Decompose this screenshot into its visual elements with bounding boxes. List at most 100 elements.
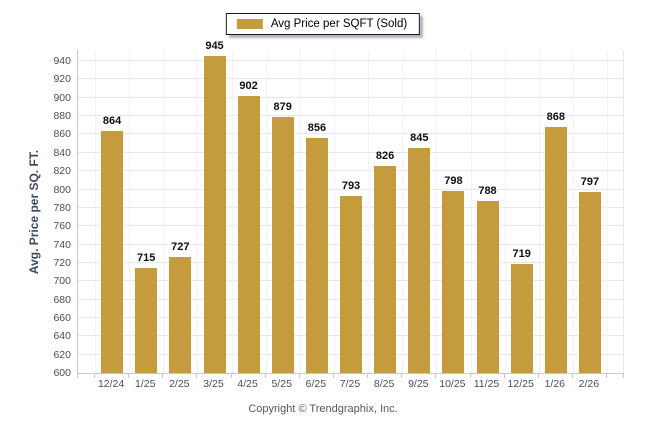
bar-value-label: 719 [512,247,531,260]
bar-value-label: 902 [239,79,258,92]
gridline-vertical [265,50,267,373]
bar-value-label: 856 [307,122,327,135]
y-tick-label: 700 [53,275,71,288]
bar [101,130,124,373]
x-axis-tick [469,374,471,378]
bar-value-label: 715 [137,251,156,264]
x-tick-label: 3/25 [203,378,224,390]
x-tick-label: 4/25 [237,378,258,390]
x-tick-label: 2/26 [578,378,600,390]
bar-value-label: 826 [375,149,395,162]
x-tick-label: 1/26 [544,378,566,390]
gridline-vertical [470,50,472,373]
gridline-horizontal [78,133,624,135]
gridline-vertical [163,50,165,373]
y-tick-label: 720 [53,256,71,269]
x-axis-tick [537,374,539,378]
y-tick-label: 740 [53,238,71,251]
y-tick-label: 640 [53,330,71,343]
x-axis-tick [606,374,607,378]
x-tick-label: 1/25 [134,378,156,390]
bar [271,117,294,373]
x-tick-label: 12/24 [97,378,125,390]
bar [510,263,533,373]
x-axis-tick [162,374,164,378]
gridline-vertical [129,50,131,373]
x-axis-tick [571,374,573,378]
legend-swatch [236,19,263,29]
bar-value-label: 868 [546,111,565,124]
bar-value-label: 793 [341,179,361,192]
gridline-vertical [538,50,540,373]
x-tick-label: 9/25 [408,378,429,390]
x-axis-tick [196,374,198,378]
bar-value-label: 845 [410,132,429,145]
x-axis-tick [264,374,266,378]
gridline-vertical [368,50,370,373]
x-tick-label: 2/25 [169,378,190,390]
bar [544,127,567,373]
y-tick-label: 840 [53,146,71,159]
x-tick-label: 7/25 [339,378,361,390]
bar [442,191,465,373]
x-tick-label: 11/25 [473,378,500,390]
bar [135,267,158,373]
legend-label: Avg Price per SQFT (Sold) [270,18,408,30]
bar [305,138,328,373]
x-axis-tick [623,374,624,378]
gridline-vertical [299,50,301,373]
bar [237,95,260,373]
bar [408,148,431,373]
x-axis-tick [94,374,95,378]
bar-value-label: 727 [171,240,190,253]
gridline-horizontal [78,170,624,172]
plot-area: 864 715 727 945 902 879 856 793 826 845 798 788 719 8… [77,40,624,374]
x-tick-label: 5/25 [271,378,292,390]
gridline-horizontal [78,115,624,117]
y-tick-label: 880 [53,110,71,123]
x-axis-tick [435,374,437,378]
gridline-horizontal [78,78,624,80]
x-axis-tick [128,374,130,378]
bar-value-label: 798 [444,175,463,188]
gridline-vertical [402,50,404,373]
y-tick-label: 600 [53,367,71,379]
gridline-vertical [504,50,506,373]
copyright-text: Copyright © Trendgraphix, Inc. [248,403,398,415]
x-axis-tick [230,374,232,378]
y-tick-label: 900 [53,91,71,104]
bar [578,192,601,373]
y-tick-label: 920 [53,73,71,86]
bar-value-label: 797 [580,176,600,189]
gridline-horizontal [78,151,624,153]
y-tick-label: 620 [53,348,71,361]
x-tick-label: 8/25 [373,378,395,390]
legend: Avg Price per SQFT (Sold) [225,13,421,35]
y-tick-label: 780 [53,201,71,214]
plot-right-border [623,50,624,373]
bar-value-label: 788 [478,184,497,197]
x-axis-tick [401,374,403,378]
x-axis-tick [367,374,369,378]
bar [340,195,362,373]
gridline-horizontal [78,60,624,61]
gridline-vertical [197,50,199,373]
bar [374,165,397,373]
x-axis-tick [332,374,334,378]
gridline-vertical [572,50,574,373]
bar [476,200,499,373]
bar-value-label: 879 [273,101,292,113]
y-tick-label: 860 [53,128,71,141]
x-tick-label: 6/25 [305,378,327,390]
y-tick-label: 940 [53,55,71,67]
bar-value-label: 945 [205,40,224,53]
x-tick-label: 12/25 [507,378,534,390]
bar [169,256,192,373]
y-tick-label: 660 [53,311,71,324]
y-tick-label: 760 [53,220,71,233]
bar [203,56,226,373]
bar-value-label: 864 [102,114,122,127]
gridline-vertical [333,50,335,373]
x-axis-tick [298,374,300,378]
